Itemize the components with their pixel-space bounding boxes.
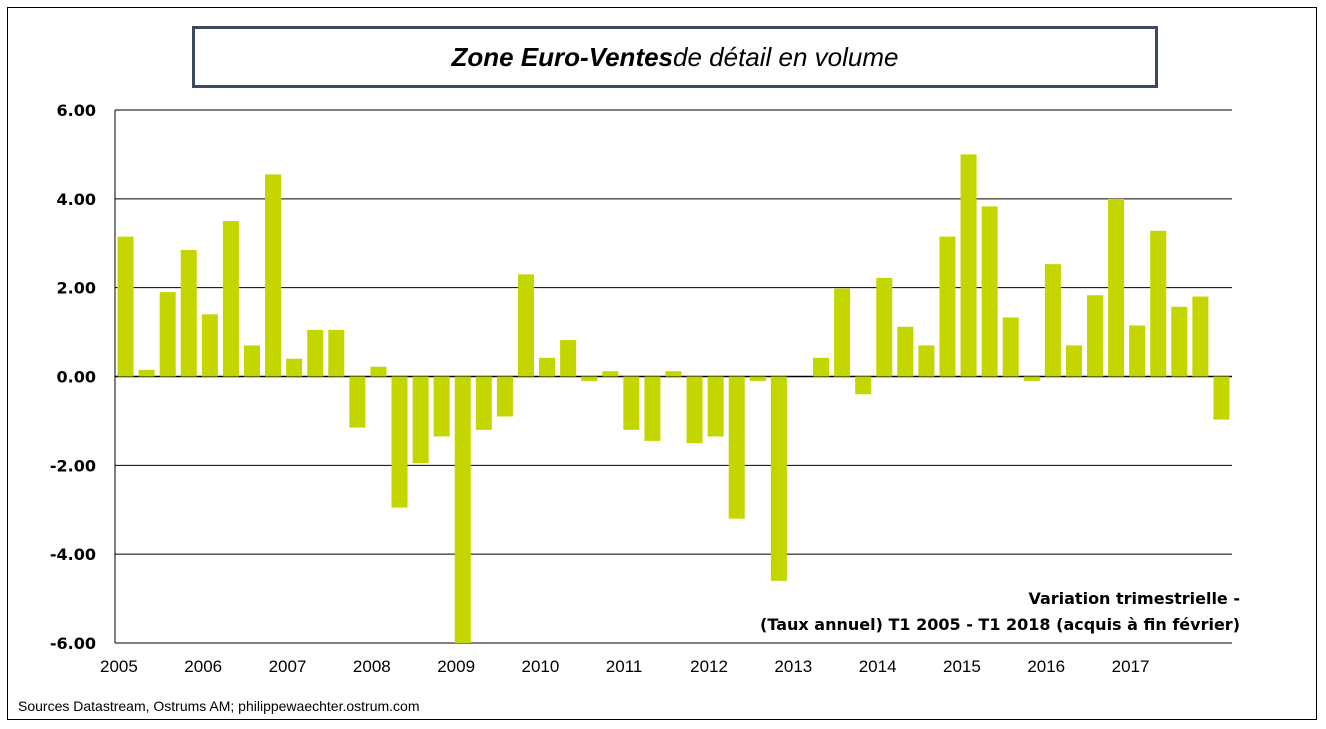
bar	[602, 371, 619, 377]
bar	[138, 369, 155, 377]
title-part-dash: -	[580, 41, 589, 72]
bar	[496, 376, 513, 417]
y-tick-label: -2.00	[50, 456, 96, 475]
bar	[370, 366, 387, 377]
bar	[918, 345, 935, 377]
x-tick-label: 2011	[606, 657, 643, 676]
title-part-rest: de détail en volume	[673, 41, 899, 72]
bar	[623, 376, 640, 430]
bar	[328, 329, 345, 377]
bar	[855, 376, 872, 395]
bar	[412, 376, 429, 464]
bar	[243, 345, 260, 377]
bar	[749, 376, 766, 381]
bar	[1065, 345, 1082, 377]
bar	[876, 277, 893, 377]
annotation-line-1: Variation trimestrielle -	[1028, 589, 1240, 608]
bar	[391, 376, 408, 508]
y-tick-label: -4.00	[50, 545, 96, 564]
x-tick-label: 2016	[1027, 657, 1065, 676]
bar	[644, 376, 661, 441]
x-tick-label: 2006	[184, 657, 222, 676]
bar	[307, 329, 324, 377]
bar	[960, 154, 977, 377]
y-tick-label: 2.00	[57, 279, 96, 298]
bar	[1087, 295, 1104, 377]
bar	[981, 206, 998, 377]
x-tick-label: 2012	[690, 657, 728, 676]
annotation: Variation trimestrielle - (Taux annuel) …	[760, 589, 1240, 634]
bar	[1108, 198, 1125, 377]
x-tick-label: 2009	[437, 657, 475, 676]
bar	[1213, 376, 1230, 420]
bar	[539, 357, 556, 377]
y-tick-label: -6.00	[50, 634, 96, 653]
bar	[117, 236, 134, 377]
bar	[560, 340, 577, 377]
bar	[707, 376, 724, 437]
annotation-line-2: (Taux annuel) T1 2005 - T1 2018 (acquis …	[760, 615, 1240, 634]
bar	[433, 376, 450, 437]
bar	[770, 376, 787, 581]
y-tick-labels: 6.00 4.00 2.00 0.00 -2.00 -4.00 -6.00	[50, 101, 96, 653]
title-part-zone-euro: Zone Euro	[451, 41, 581, 72]
bar	[581, 376, 598, 381]
bar	[1002, 317, 1019, 377]
x-tick-label: 2007	[269, 657, 307, 676]
x-tick-label: 2015	[943, 657, 981, 676]
y-tick-label: 6.00	[57, 101, 96, 120]
bar	[665, 371, 682, 377]
bar	[1150, 230, 1167, 377]
bar	[1023, 376, 1040, 381]
bar	[1171, 306, 1188, 377]
x-tick-label: 2010	[522, 657, 560, 676]
x-tick-label: 2008	[353, 657, 391, 676]
bar	[728, 376, 745, 519]
chart-title: Zone Euro - Ventes de détail en volume	[192, 26, 1158, 88]
bar	[1129, 325, 1146, 377]
bar	[180, 249, 197, 377]
x-tick-labels: 2005 2006 2007 2008 2009 2010 2011 2012 2013 2014…	[100, 657, 1149, 676]
bar	[349, 376, 366, 428]
bar	[286, 358, 303, 377]
bar	[517, 274, 534, 377]
source-note: Sources Datastream, Ostrums AM; philippe…	[18, 698, 420, 714]
bar	[222, 221, 239, 377]
x-tick-label: 2005	[100, 657, 138, 676]
bar	[1192, 296, 1209, 377]
x-tick-label: 2017	[1112, 657, 1150, 676]
y-tick-label: 0.00	[57, 368, 96, 387]
bar	[475, 376, 492, 430]
y-tick-label: 4.00	[57, 190, 96, 209]
bar	[265, 174, 282, 377]
bars	[117, 154, 1230, 643]
bar	[159, 292, 176, 377]
bar	[939, 236, 956, 377]
bar	[834, 288, 851, 377]
bar	[201, 314, 218, 377]
bar	[686, 376, 703, 444]
x-tick-label: 2014	[859, 657, 897, 676]
bar	[1044, 264, 1061, 377]
bar	[897, 326, 914, 377]
bar	[454, 376, 471, 643]
bar	[813, 357, 830, 377]
x-tick-label: 2013	[774, 657, 812, 676]
title-part-ventes: Ventes	[588, 41, 674, 72]
